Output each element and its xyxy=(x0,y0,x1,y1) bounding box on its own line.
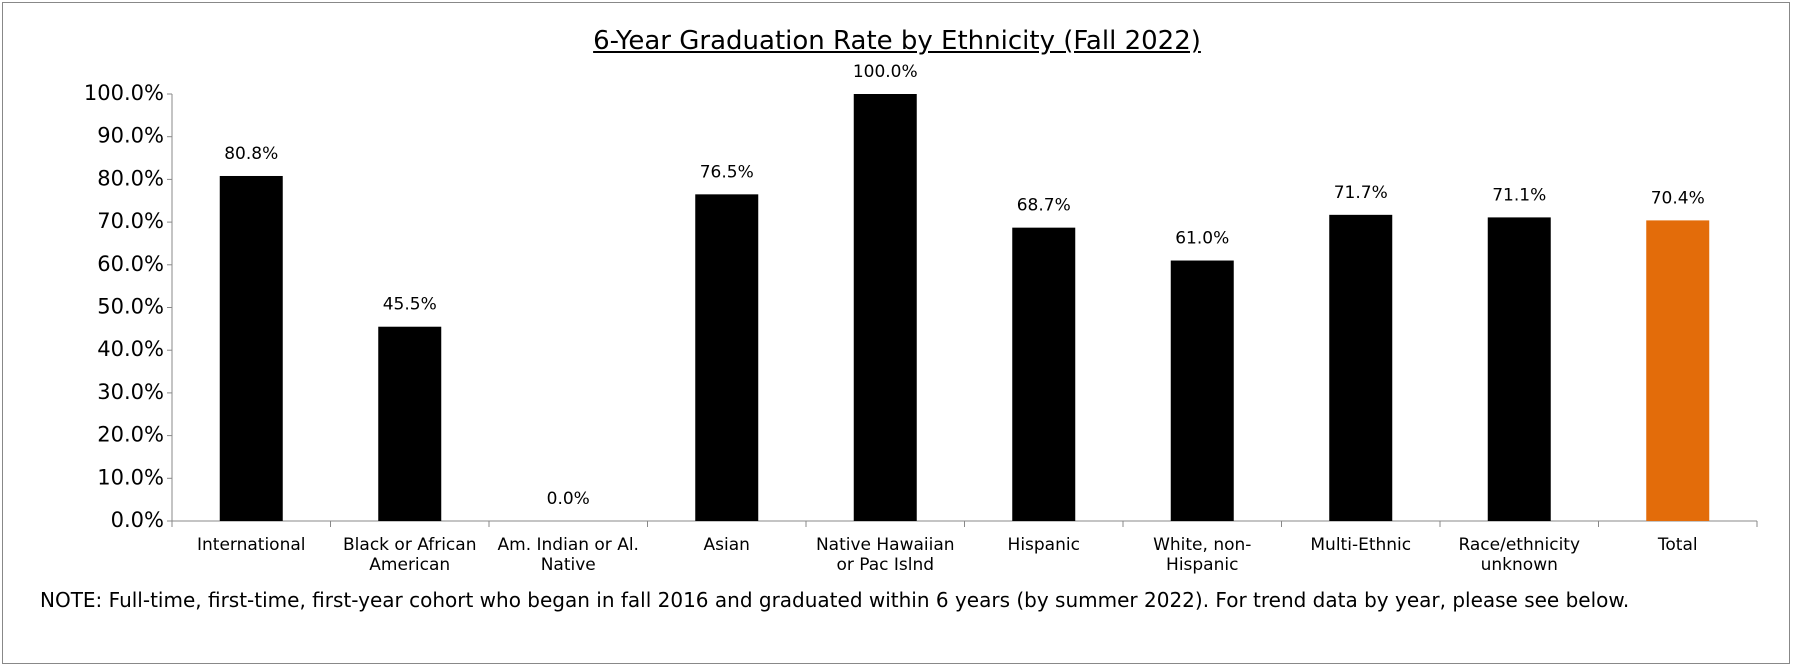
y-tick-label: 30.0% xyxy=(97,380,164,404)
x-tick-label: Am. Indian or Al. Native xyxy=(497,535,639,575)
bar xyxy=(1487,217,1551,521)
x-tick-label: Black or African American xyxy=(343,535,477,575)
bar xyxy=(853,94,917,521)
y-tick-label: 60.0% xyxy=(97,252,164,276)
value-label: 0.0% xyxy=(547,489,590,509)
bar xyxy=(219,175,283,521)
value-label: 80.8% xyxy=(224,144,278,164)
y-tick-label: 80.0% xyxy=(97,166,164,190)
y-tick-label: 40.0% xyxy=(97,337,164,361)
y-tick-label: 100.0% xyxy=(84,81,164,105)
value-label: 45.5% xyxy=(383,295,437,315)
x-tick-label: Asian xyxy=(703,535,750,555)
x-tick-label: Hispanic xyxy=(1007,535,1080,555)
y-tick-label: 0.0% xyxy=(111,508,164,532)
bar xyxy=(1646,220,1710,521)
value-label: 68.7% xyxy=(1017,196,1071,216)
bar xyxy=(1170,260,1234,521)
note: NOTE: Full-time, first-time, first-year … xyxy=(40,588,1630,612)
y-tick-label: 20.0% xyxy=(97,423,164,447)
x-tick-label: International xyxy=(197,535,306,555)
bar xyxy=(378,326,442,521)
y-tick-label: 90.0% xyxy=(97,124,164,148)
value-label: 70.4% xyxy=(1651,188,1705,208)
y-tick-label: 10.0% xyxy=(97,465,164,489)
bar xyxy=(1012,227,1076,521)
x-tick-label: White, non-Hispanic xyxy=(1153,535,1252,575)
value-label: 71.1% xyxy=(1492,185,1546,205)
chart-title: 6-Year Graduation Rate by Ethnicity (Fal… xyxy=(593,26,1201,56)
value-label: 61.0% xyxy=(1175,229,1229,249)
y-tick-label: 70.0% xyxy=(97,209,164,233)
value-label: 71.7% xyxy=(1334,183,1388,203)
value-label: 100.0% xyxy=(853,62,918,82)
x-tick-label: Race/ethnicity unknown xyxy=(1458,535,1581,575)
bar xyxy=(695,194,759,521)
x-tick-label: Native Hawaiian or Pac Islnd xyxy=(815,535,955,575)
bar xyxy=(1329,214,1393,521)
x-tick-label: Multi-Ethnic xyxy=(1310,535,1412,555)
x-tick-label: Total xyxy=(1657,535,1698,555)
value-label: 76.5% xyxy=(700,162,754,182)
y-tick-label: 50.0% xyxy=(97,295,164,319)
